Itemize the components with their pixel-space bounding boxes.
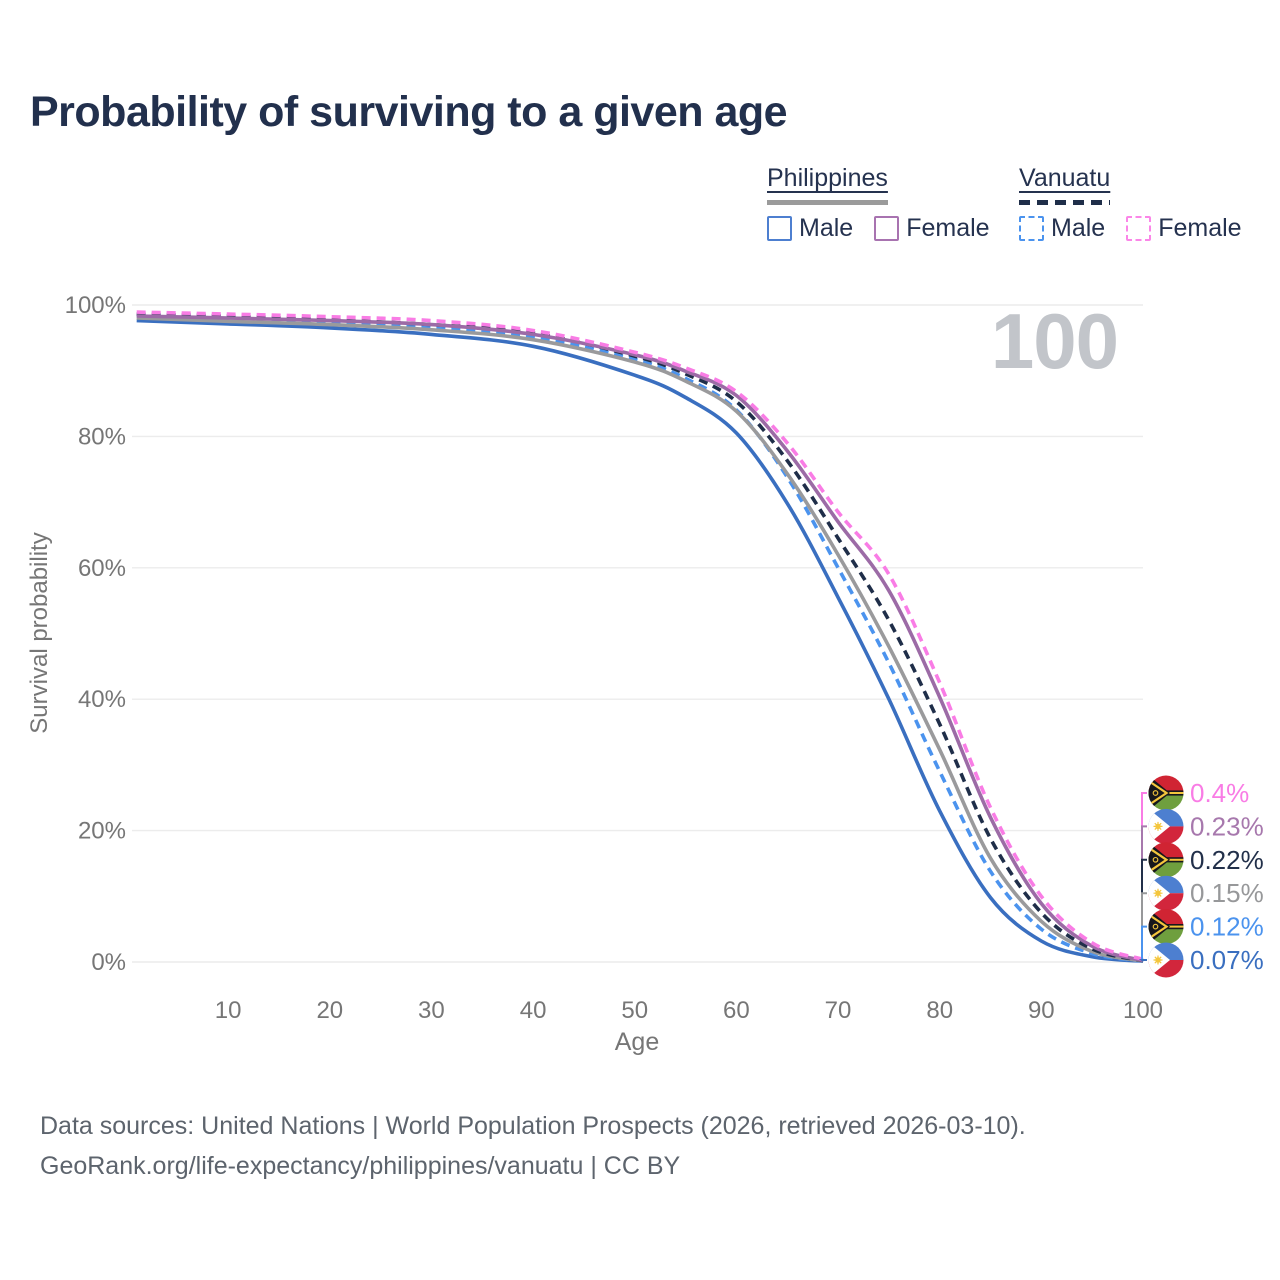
philippines-male-label: Male [799, 214, 854, 242]
philippines-female-label: Female [906, 214, 990, 242]
x-tick-10: 10 [215, 997, 242, 1024]
vanuatu-female-checkbox[interactable] [1126, 216, 1152, 241]
legend-group-philippines: Philippines Male Female [767, 164, 1011, 243]
end-label-vanuatu-female: 0.4% [1190, 778, 1249, 808]
curve-vanuatu-female[interactable] [136, 310, 1144, 962]
legend-header-philippines[interactable]: Philippines [767, 164, 888, 205]
philippines-flag-icon [1148, 942, 1184, 978]
y-tick-20: 20% [78, 818, 126, 845]
x-axis-ticks: 10 20 30 40 50 60 70 80 90 100 [215, 997, 1163, 1024]
legend-item-philippines-female[interactable]: Female [874, 214, 990, 243]
end-label-vanuatu-total: 0.22% [1190, 845, 1264, 875]
vanuatu-male-label: Male [1051, 214, 1106, 242]
x-tick-70: 70 [825, 997, 852, 1024]
footer-attribution: Data sources: United Nations | World Pop… [40, 1106, 1026, 1186]
philippines-male-checkbox[interactable] [767, 216, 792, 241]
legend-item-vanuatu-male[interactable]: Male [1019, 214, 1105, 243]
leader-line-0-22- [1141, 858, 1147, 894]
page-title: Probability of surviving to a given age [30, 88, 788, 136]
y-tick-60: 60% [78, 555, 126, 582]
y-tick-0: 0% [91, 949, 126, 976]
vanuatu-male-checkbox[interactable] [1019, 216, 1044, 241]
x-tick-80: 80 [926, 997, 953, 1024]
footer-data-sources: Data sources: United Nations | World Pop… [40, 1112, 1026, 1140]
x-tick-90: 90 [1028, 997, 1055, 1024]
end-label-leader-lines [1138, 792, 1147, 962]
legend-group-vanuatu: Vanuatu Male Female [1019, 164, 1263, 243]
watermark-age-100: 100 [991, 297, 1118, 385]
philippines-flag-icon [1148, 875, 1184, 911]
x-tick-20: 20 [316, 997, 343, 1024]
leader-line-0-23- [1141, 825, 1147, 860]
curve-philippines-both-sexes[interactable] [136, 316, 1144, 963]
y-tick-80: 80% [78, 423, 126, 450]
end-label-philippines-female: 0.23% [1190, 811, 1264, 841]
leader-line-0-12- [1141, 925, 1147, 960]
legend-header-vanuatu[interactable]: Vanuatu [1019, 164, 1111, 205]
philippines-flag-icon [1148, 808, 1184, 844]
x-axis-title: Age [615, 1028, 659, 1056]
survival-curves [136, 310, 1144, 963]
leader-line-0-4- [1141, 792, 1147, 827]
legend-header-vanuatu-label[interactable]: Vanuatu [1019, 164, 1111, 192]
y-tick-40: 40% [78, 686, 126, 713]
legend-item-philippines-male[interactable]: Male [767, 214, 853, 243]
end-label-flags [1148, 775, 1184, 978]
x-tick-50: 50 [621, 997, 648, 1024]
leader-line-0-15- [1141, 892, 1147, 927]
end-label-vanuatu-male: 0.12% [1190, 912, 1264, 942]
leader-line-0-07- [1138, 959, 1147, 962]
philippines-female-checkbox[interactable] [874, 216, 900, 241]
x-tick-40: 40 [520, 997, 547, 1024]
gridlines [132, 304, 1143, 963]
x-tick-60: 60 [723, 997, 750, 1024]
x-tick-30: 30 [418, 997, 445, 1024]
y-axis-title: Survival probability [26, 532, 53, 733]
vanuatu-flag-icon [1148, 909, 1184, 945]
end-label-philippines-total: 0.15% [1190, 878, 1264, 908]
legend-item-vanuatu-female[interactable]: Female [1126, 214, 1242, 243]
vanuatu-flag-icon [1148, 775, 1184, 811]
vanuatu-flag-icon [1148, 842, 1184, 878]
y-axis-ticks: 100% 80% 60% 40% 20% 0% [65, 292, 126, 976]
curve-philippines-male[interactable] [136, 318, 1144, 963]
philippines-line-style-swatch [767, 200, 888, 205]
end-value-labels: 0.4% 0.23% 0.22% 0.15% 0.12% 0.07% [1190, 778, 1264, 975]
end-label-philippines-male: 0.07% [1190, 945, 1264, 975]
y-tick-100: 100% [65, 292, 126, 319]
curve-philippines-female[interactable] [136, 314, 1144, 963]
vanuatu-female-label: Female [1158, 214, 1242, 242]
x-tick-100: 100 [1123, 997, 1163, 1024]
footer-citation-link: GeoRank.org/life-expectancy/philippines/… [40, 1152, 681, 1180]
legend-header-philippines-label[interactable]: Philippines [767, 164, 888, 192]
vanuatu-line-style-swatch [1019, 200, 1111, 205]
